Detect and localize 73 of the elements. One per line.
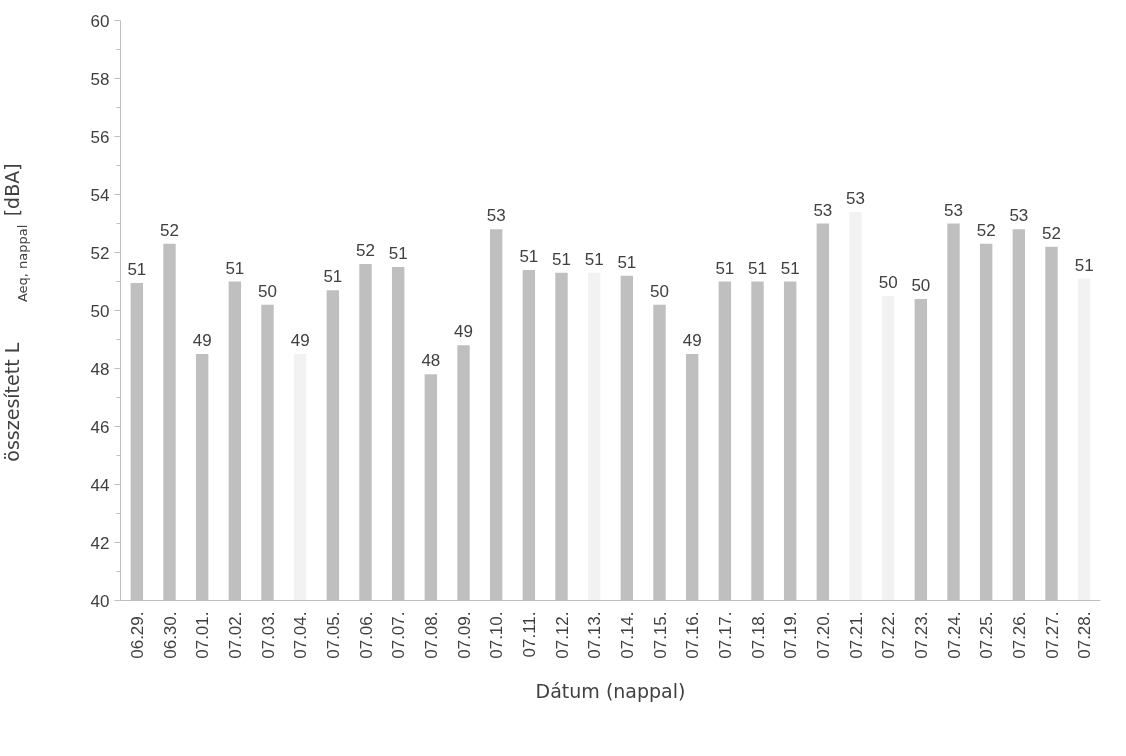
x-tick-label: 07.19. <box>781 611 801 659</box>
data-label: 52 <box>160 220 179 240</box>
x-tick-label: 07.15. <box>650 611 670 659</box>
y-tick-label: 56 <box>90 127 110 147</box>
x-tick-label: 07.24. <box>944 611 964 659</box>
y-tick-label: 54 <box>90 185 110 205</box>
y-tick-label: 46 <box>90 417 110 437</box>
x-tick-label: 07.26. <box>1009 611 1029 659</box>
data-label: 51 <box>1074 255 1094 275</box>
x-tick-label: 07.11. <box>519 611 539 658</box>
data-label: 53 <box>846 188 865 208</box>
x-tick-label: 07.06. <box>356 611 376 659</box>
data-label: 53 <box>813 200 833 220</box>
y-tick-label: 60 <box>90 11 110 31</box>
y-tick-label: 44 <box>90 475 110 495</box>
data-label: 49 <box>682 331 702 350</box>
data-label: 53 <box>1009 206 1029 226</box>
x-tick-label: 07.09. <box>454 611 474 659</box>
data-label: 52 <box>1042 223 1061 243</box>
y-tick-label: 58 <box>90 69 110 89</box>
data-label: 49 <box>192 331 212 350</box>
x-tick-label: 07.13. <box>585 611 605 659</box>
x-axis-title: Dátum (nappal) <box>535 679 686 702</box>
data-label: 52 <box>976 220 996 240</box>
data-label: 49 <box>454 322 473 342</box>
data-label: 51 <box>748 258 767 278</box>
data-label: 53 <box>486 206 506 226</box>
data-label: 51 <box>388 244 408 263</box>
y-tick-label: 42 <box>90 533 110 553</box>
x-tick-label: 07.25. <box>977 611 997 659</box>
data-label: 51 <box>127 259 147 279</box>
data-label: 52 <box>356 241 375 261</box>
x-tick-label: 07.18. <box>748 611 768 659</box>
x-tick-label: 07.12. <box>552 611 572 659</box>
x-tick-label: 07.17. <box>715 611 735 659</box>
data-label: 51 <box>552 249 571 269</box>
x-tick-label: 07.08. <box>421 611 441 659</box>
data-label: 50 <box>911 275 931 295</box>
data-label: 51 <box>617 252 637 272</box>
data-label: 50 <box>258 281 277 301</box>
x-tick-label: 07.04. <box>291 611 311 659</box>
data-label: 51 <box>584 249 604 269</box>
x-tick-label: 07.01. <box>193 611 213 659</box>
y-tick-label: 48 <box>90 359 110 379</box>
x-tick-label: 07.14. <box>617 611 637 659</box>
data-label: 51 <box>323 267 343 287</box>
y-tick-label: 40 <box>90 591 110 611</box>
y-tick-label: 52 <box>90 243 110 263</box>
x-tick-label: 07.07. <box>389 611 409 659</box>
data-label: 50 <box>878 273 898 292</box>
text: összesített LAeq, nappal[dBA] <box>0 163 30 462</box>
x-tick-label: 07.21. <box>846 611 866 659</box>
x-tick-label: 07.28. <box>1075 611 1095 659</box>
x-tick-label: 06.29. <box>127 611 147 659</box>
y-tick-label: 50 <box>90 301 110 321</box>
x-tick-label: 07.27. <box>1042 611 1062 659</box>
x-tick-label: 07.02. <box>225 611 245 659</box>
data-label: 50 <box>650 281 669 301</box>
x-tick-label: 07.05. <box>323 611 343 659</box>
data-label: 49 <box>290 331 310 350</box>
x-tick-label: 07.03. <box>258 611 278 659</box>
x-tick-label: 07.23. <box>911 611 931 659</box>
data-label: 53 <box>944 200 963 220</box>
x-tick-label: 07.22. <box>879 611 899 659</box>
data-label: 48 <box>421 351 441 371</box>
x-tick-label: 07.10. <box>487 611 507 659</box>
x-tick-label: 07.20. <box>813 611 833 659</box>
x-tick-label: 06.30. <box>160 611 180 659</box>
data-label: 51 <box>780 258 800 278</box>
data-label: 51 <box>225 258 245 278</box>
x-tick-label: 07.16. <box>683 611 703 659</box>
data-label: 51 <box>715 258 735 278</box>
data-label: 51 <box>519 246 539 266</box>
